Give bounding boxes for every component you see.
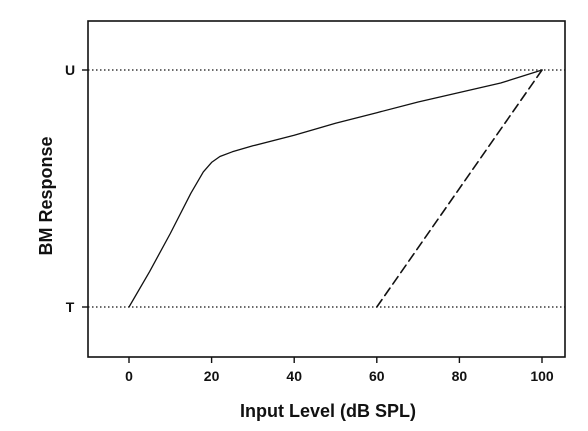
data-series — [129, 70, 542, 307]
x-axis-ticks: 0 20 40 60 80 100 — [125, 357, 554, 384]
dashed-response-line — [377, 70, 542, 307]
solid-response-curve — [129, 70, 542, 307]
x-axis-title: Input Level (dB SPL) — [240, 401, 416, 421]
x-tick-label-40: 40 — [286, 368, 302, 384]
y-axis-ticks: TU — [65, 62, 88, 315]
reference-lines — [88, 70, 565, 307]
y-tick-label-u: U — [65, 62, 75, 78]
y-axis-title: BM Response — [36, 136, 56, 255]
y-tick-label-t: T — [66, 299, 75, 315]
x-tick-label-0: 0 — [125, 368, 133, 384]
x-tick-label-100: 100 — [530, 368, 554, 384]
x-tick-label-80: 80 — [452, 368, 468, 384]
x-tick-label-20: 20 — [204, 368, 220, 384]
x-tick-label-60: 60 — [369, 368, 385, 384]
